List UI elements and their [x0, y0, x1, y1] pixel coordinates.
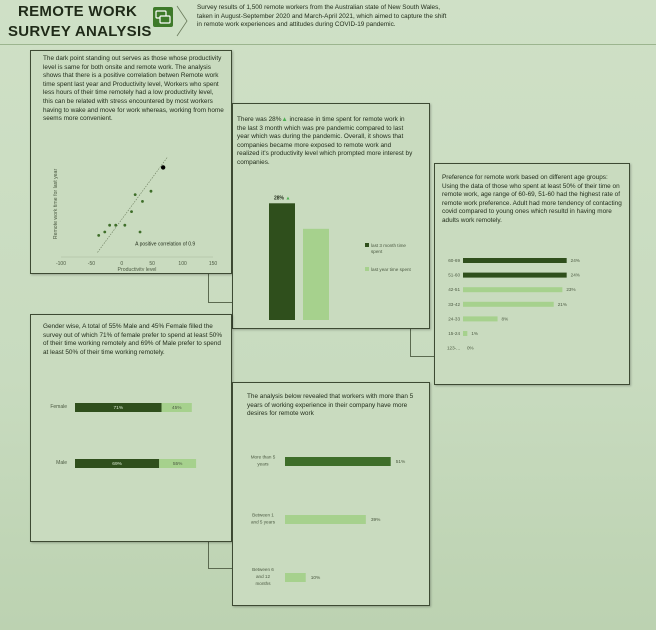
time-increase-description: There was 28%▲ increase in time spent fo…: [237, 116, 413, 168]
gender-panel: Gender wise, A total of 55% Male and 45%…: [30, 314, 232, 542]
scatter-point: [114, 223, 118, 227]
up-triangle-icon: ▲: [281, 116, 288, 123]
age-description: Preference for remote work based on diff…: [442, 174, 622, 224]
x-tick-label: 100: [178, 261, 187, 267]
age-panel: Preference for remote work based on diff…: [434, 163, 630, 385]
gender-bar-chart: Female 71% 45% Male 69% 55%: [50, 403, 197, 468]
age-data-label: 1%: [471, 331, 478, 336]
age-category-label: 24-33: [448, 316, 460, 321]
scatter-point: [141, 200, 144, 203]
age-bar-chart: 60-69 24% 51-60 24% 42-51 23% 33-42 21% 24-33 8% 1…: [447, 258, 580, 351]
connector-scatter-to-time: [208, 272, 233, 303]
experience-bar: [285, 515, 366, 524]
time-data-label: 28%: [274, 195, 285, 201]
x-tick-label: -100: [56, 261, 66, 267]
gender-bar-segment-1: [75, 459, 160, 468]
age-category-label: 15-24: [448, 331, 460, 336]
scatter-point: [103, 230, 107, 234]
survey-intro: Survey results of 1,500 remote workers f…: [197, 4, 447, 29]
gender-data-label-1: 71%: [114, 405, 124, 411]
up-triangle-icon: ▲: [286, 195, 291, 201]
legend-swatch-1: [365, 243, 369, 247]
gender-data-label-1: 69%: [112, 461, 122, 467]
gender-bar-segment-2: [161, 403, 192, 412]
age-data-label: 8%: [502, 316, 509, 321]
legend-label-2: last year time spent: [371, 267, 412, 272]
x-tick-label: 50: [149, 261, 155, 267]
legend-label-1-cont: spent: [371, 249, 383, 254]
x-tick-label: 0: [120, 261, 123, 267]
experience-category-label: Between 1 and 5 years: [251, 513, 276, 525]
experience-category-label: Between 6 and 12 months: [252, 567, 274, 586]
connector-time-to-age: [410, 326, 435, 357]
time-bar: [303, 228, 329, 320]
header-divider: [0, 44, 656, 45]
experience-bar: [285, 573, 306, 582]
scatter-point: [97, 234, 101, 237]
age-data-label: 24%: [571, 273, 580, 278]
gender-data-label-2: 55%: [173, 461, 183, 467]
age-data-label: 24%: [571, 258, 580, 263]
time-bar: [269, 203, 295, 320]
age-bar: [463, 316, 498, 322]
gender-bar-segment-2: [159, 459, 197, 468]
x-tick-label: 150: [209, 261, 218, 267]
scatter-panel: The dark point standing out serves as th…: [30, 50, 232, 274]
experience-data-label: 51%: [396, 459, 406, 465]
scatter-point: [108, 223, 112, 227]
age-bar: [463, 258, 567, 263]
scatter-description: The dark point standing out serves as th…: [43, 55, 224, 123]
highlight-point: [160, 165, 166, 170]
correlation-annotation: A positive correlation of 0.9: [135, 242, 195, 248]
time-increase-text-start: There was 28%: [237, 116, 282, 123]
age-category-label: 51-60: [448, 273, 460, 278]
legend-label-1: last 3 month time: [371, 243, 406, 248]
age-bar: [463, 272, 567, 278]
y-axis-title: Remote work time for last year: [53, 169, 59, 240]
connector-gender-to-experience: [208, 540, 233, 569]
age-bar: [463, 331, 468, 336]
age-bar: [463, 301, 554, 307]
trendline: [97, 157, 168, 253]
experience-category-label: More than 5 years: [251, 455, 276, 467]
time-increase-text-end: increase in time spent for remote work i…: [237, 116, 413, 166]
experience-data-label: 39%: [371, 517, 381, 523]
title-line-2: SURVEY ANALYSIS: [8, 23, 152, 40]
age-data-label: 21%: [558, 302, 567, 307]
age-data-label: 23%: [566, 287, 575, 292]
age-category-label: 60-69: [448, 258, 460, 263]
chat-icon: [152, 6, 174, 28]
scatter-point: [149, 189, 153, 193]
scatter-point: [138, 230, 142, 234]
x-axis-title: Productivity level: [118, 267, 157, 271]
gender-data-label-2: 45%: [172, 405, 182, 411]
age-data-label: 0%: [467, 346, 474, 351]
gender-category-label: Female: [50, 404, 67, 410]
experience-data-label: 10%: [311, 575, 321, 581]
gender-bar-segment-1: [75, 403, 162, 412]
scatter-point: [133, 193, 137, 196]
dashboard-title: REMOTE WORK SURVEY ANALYSIS: [4, 2, 174, 44]
experience-panel: The analysis below revealed that workers…: [232, 382, 430, 606]
title-line-1: REMOTE WORK: [18, 3, 138, 20]
experience-bar-chart: 51% More than 5 years 39% Between 1 and 5 yea…: [251, 455, 406, 587]
age-category-label: 33-42: [448, 302, 460, 307]
age-category-label: 42-51: [448, 287, 460, 292]
gender-category-label: Male: [56, 460, 67, 466]
scatter-point: [123, 223, 127, 227]
experience-description: The analysis below revealed that workers…: [247, 393, 414, 418]
chevron-right-icon: [175, 4, 189, 38]
scatter-chart: -100 -50 0 50 100 150 Productivity level Remote…: [53, 157, 218, 271]
experience-bar: [285, 457, 391, 466]
legend-swatch-2: [365, 267, 369, 271]
age-category-label: 123-...: [447, 346, 460, 351]
gender-description: Gender wise, A total of 55% Male and 45%…: [43, 323, 223, 356]
age-bar: [463, 287, 563, 293]
x-tick-label: -50: [88, 261, 95, 267]
time-increase-panel: There was 28%▲ increase in time spent fo…: [232, 103, 430, 329]
scatter-point: [130, 210, 133, 213]
